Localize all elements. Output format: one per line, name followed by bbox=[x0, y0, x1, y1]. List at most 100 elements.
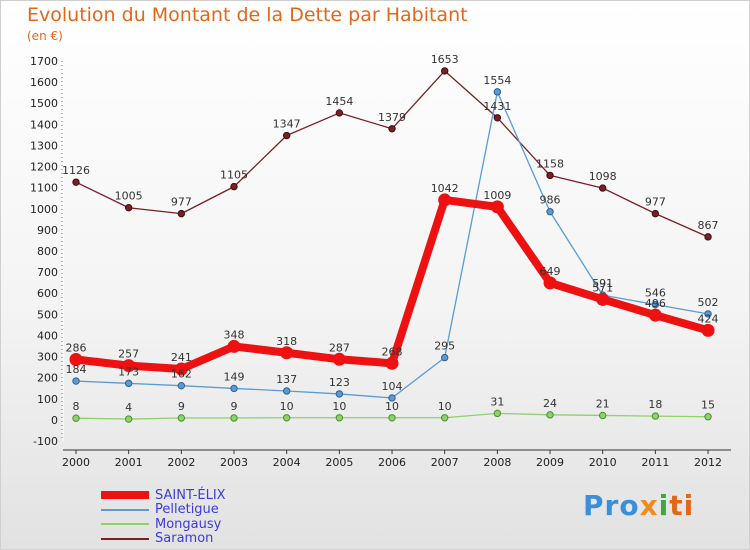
data-point bbox=[546, 208, 554, 216]
x-tick-label: 2002 bbox=[167, 456, 195, 469]
data-label: 18 bbox=[648, 398, 662, 411]
data-label: 424 bbox=[698, 312, 719, 325]
data-point bbox=[388, 414, 396, 422]
data-point bbox=[543, 276, 557, 290]
data-point bbox=[490, 200, 504, 214]
x-tick-label: 2005 bbox=[325, 456, 353, 469]
legend-swatch bbox=[101, 523, 149, 526]
data-point bbox=[69, 353, 83, 367]
data-point bbox=[440, 414, 449, 422]
x-tick-label: 2008 bbox=[483, 456, 511, 469]
data-label: 1454 bbox=[325, 95, 353, 108]
data-label: 10 bbox=[385, 400, 399, 413]
data-label: 1347 bbox=[273, 118, 301, 131]
x-tick-label: 2001 bbox=[115, 456, 143, 469]
data-point bbox=[546, 411, 554, 419]
data-point bbox=[335, 390, 344, 398]
chart-title: Evolution du Montant de la Dette par Hab… bbox=[27, 4, 468, 26]
data-label: 268 bbox=[382, 345, 403, 358]
data-point bbox=[282, 387, 291, 395]
data-point bbox=[599, 411, 607, 420]
data-point bbox=[704, 413, 712, 421]
data-label: 10 bbox=[438, 400, 452, 413]
y-tick-label: 1500 bbox=[30, 97, 58, 110]
data-label: 1042 bbox=[431, 182, 459, 195]
y-tick-label: 1100 bbox=[30, 182, 58, 195]
x-tick-label: 2010 bbox=[589, 456, 617, 469]
legend-item: Mongausy bbox=[101, 517, 226, 532]
data-point bbox=[230, 384, 238, 393]
y-tick-label: 900 bbox=[37, 224, 58, 237]
data-point bbox=[124, 379, 133, 388]
data-label: 571 bbox=[592, 281, 613, 294]
x-tick-label: 2009 bbox=[536, 456, 564, 469]
data-point bbox=[385, 356, 399, 370]
data-label: 24 bbox=[543, 397, 557, 410]
data-label: 184 bbox=[66, 363, 87, 376]
data-label: 104 bbox=[382, 380, 403, 393]
data-label: 286 bbox=[66, 342, 87, 355]
y-tick-label: 800 bbox=[37, 245, 58, 258]
logo-part: ti bbox=[669, 489, 695, 522]
y-tick-label: 500 bbox=[37, 308, 58, 321]
x-tick-label: 2003 bbox=[220, 456, 248, 469]
y-tick-label: 1600 bbox=[30, 76, 58, 89]
data-point bbox=[493, 114, 502, 122]
data-point bbox=[651, 300, 660, 309]
x-tick-label: 2012 bbox=[694, 456, 722, 469]
data-point bbox=[440, 67, 449, 75]
data-point bbox=[282, 414, 291, 422]
data-label: 1105 bbox=[220, 169, 248, 182]
data-point bbox=[282, 131, 291, 140]
data-point bbox=[230, 182, 238, 191]
legend-item: SAINT-ÉLIX bbox=[101, 488, 226, 503]
data-point bbox=[177, 414, 186, 422]
data-label: 502 bbox=[698, 296, 719, 309]
data-label: 546 bbox=[645, 287, 666, 300]
data-point bbox=[124, 415, 133, 423]
data-point bbox=[388, 394, 396, 402]
legend-label: Pelletigue bbox=[155, 502, 219, 518]
y-tick-label: 1300 bbox=[30, 139, 58, 152]
data-label: 986 bbox=[540, 194, 561, 207]
proxiti-logo: Proxiti bbox=[583, 489, 694, 522]
data-point bbox=[438, 193, 452, 207]
y-tick-label: 300 bbox=[37, 351, 58, 364]
data-label: 149 bbox=[224, 370, 245, 383]
logo-part: i bbox=[658, 489, 670, 522]
data-label: 591 bbox=[592, 277, 613, 290]
data-point bbox=[651, 412, 660, 420]
data-point bbox=[704, 310, 712, 318]
x-tick-label: 2011 bbox=[641, 456, 669, 469]
y-tick-label: 400 bbox=[37, 329, 58, 342]
legend-label: Mongausy bbox=[155, 516, 222, 532]
data-label: 867 bbox=[698, 219, 719, 232]
y-tick-label: 0 bbox=[51, 414, 58, 427]
data-label: 977 bbox=[645, 196, 666, 209]
data-point bbox=[72, 377, 80, 385]
data-point bbox=[122, 359, 136, 373]
data-label: 649 bbox=[540, 265, 561, 278]
data-point bbox=[335, 414, 344, 422]
data-point bbox=[230, 414, 238, 422]
data-point bbox=[648, 308, 662, 322]
x-tick-label: 2000 bbox=[62, 456, 90, 469]
data-label: 318 bbox=[276, 335, 297, 348]
data-label: 977 bbox=[171, 196, 192, 209]
data-label: 1379 bbox=[378, 111, 406, 124]
data-label: 1653 bbox=[431, 53, 459, 66]
data-point bbox=[651, 209, 660, 218]
data-label: 8 bbox=[73, 400, 80, 413]
data-label: 10 bbox=[280, 400, 294, 413]
data-label: 31 bbox=[490, 395, 504, 408]
data-label: 241 bbox=[171, 351, 192, 364]
legend-label: SAINT-ÉLIX bbox=[155, 487, 226, 503]
data-point bbox=[596, 292, 610, 306]
data-point bbox=[332, 352, 346, 366]
data-point bbox=[174, 362, 188, 376]
data-point bbox=[335, 109, 344, 117]
y-tick-label: 1200 bbox=[30, 161, 58, 174]
legend-item: Pelletigue bbox=[101, 502, 226, 518]
data-label: 496 bbox=[645, 297, 666, 310]
